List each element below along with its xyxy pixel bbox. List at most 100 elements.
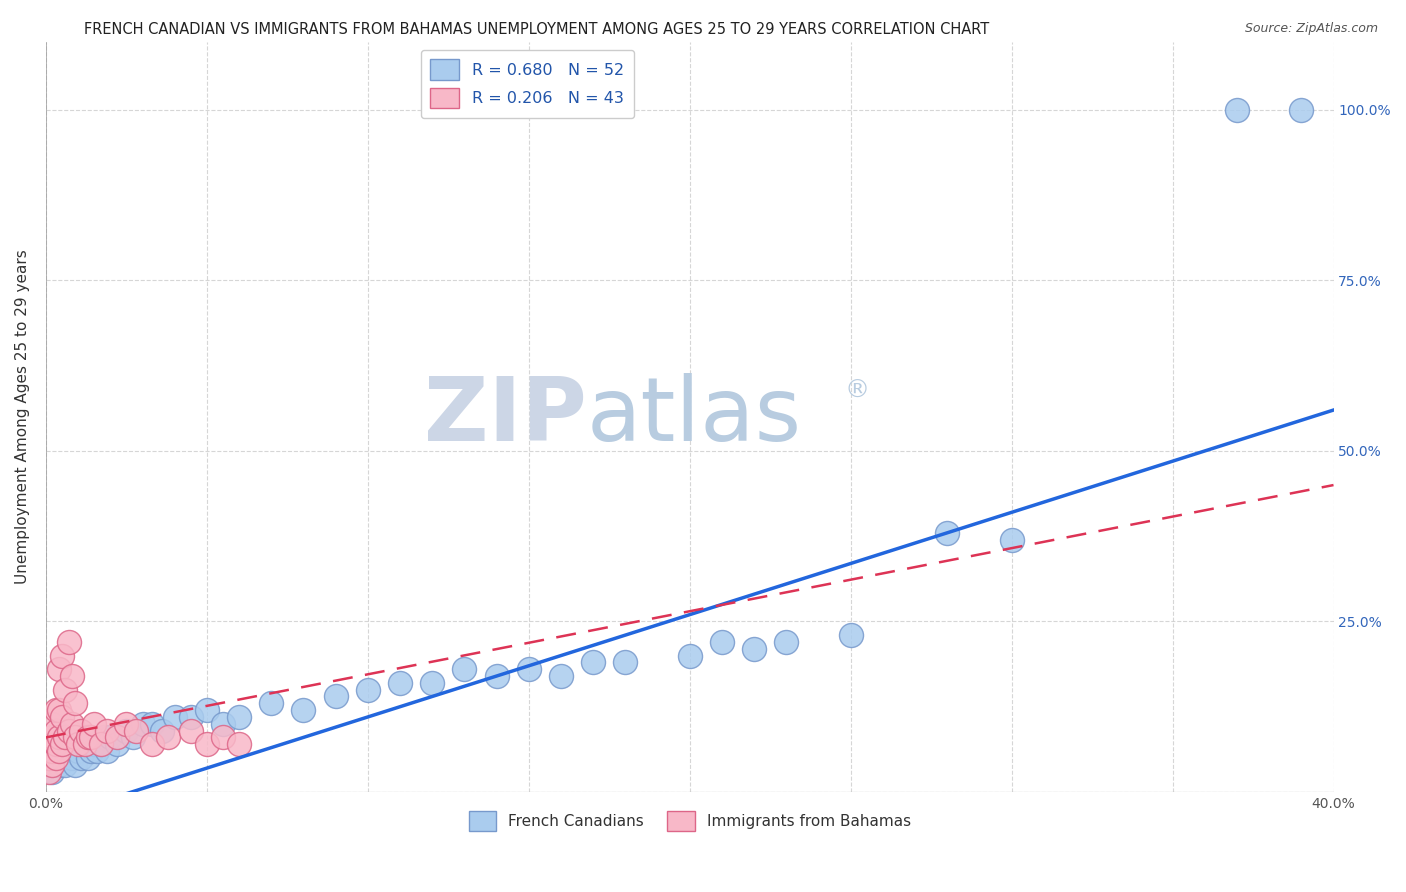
Point bbox=[325, 690, 347, 704]
Point bbox=[67, 737, 90, 751]
Y-axis label: Unemployment Among Ages 25 to 29 years: Unemployment Among Ages 25 to 29 years bbox=[15, 250, 30, 584]
Point bbox=[141, 737, 163, 751]
Point bbox=[73, 737, 96, 751]
Point bbox=[53, 731, 76, 745]
Point bbox=[51, 648, 73, 663]
Point bbox=[38, 737, 60, 751]
Point bbox=[228, 737, 250, 751]
Point bbox=[63, 731, 86, 745]
Point bbox=[93, 731, 115, 745]
Point bbox=[420, 676, 443, 690]
Point bbox=[41, 764, 63, 779]
Point bbox=[48, 662, 70, 676]
Point bbox=[86, 744, 108, 758]
Point bbox=[195, 737, 218, 751]
Point bbox=[485, 669, 508, 683]
Point bbox=[212, 731, 235, 745]
Point bbox=[357, 682, 380, 697]
Point bbox=[70, 751, 93, 765]
Point bbox=[41, 716, 63, 731]
Point bbox=[157, 731, 180, 745]
Point bbox=[48, 703, 70, 717]
Point bbox=[742, 641, 765, 656]
Point bbox=[150, 723, 173, 738]
Point bbox=[51, 751, 73, 765]
Point bbox=[90, 737, 112, 751]
Point bbox=[292, 703, 315, 717]
Point bbox=[550, 669, 572, 683]
Point bbox=[63, 757, 86, 772]
Text: ®: ® bbox=[844, 378, 869, 402]
Point bbox=[83, 737, 105, 751]
Point bbox=[389, 676, 412, 690]
Point bbox=[58, 723, 80, 738]
Point bbox=[58, 744, 80, 758]
Point bbox=[41, 731, 63, 745]
Point bbox=[180, 723, 202, 738]
Point bbox=[195, 703, 218, 717]
Point bbox=[41, 757, 63, 772]
Point bbox=[80, 744, 103, 758]
Point bbox=[51, 710, 73, 724]
Point bbox=[60, 669, 83, 683]
Text: FRENCH CANADIAN VS IMMIGRANTS FROM BAHAMAS UNEMPLOYMENT AMONG AGES 25 TO 29 YEAR: FRENCH CANADIAN VS IMMIGRANTS FROM BAHAM… bbox=[84, 22, 990, 37]
Point bbox=[45, 751, 67, 765]
Text: Source: ZipAtlas.com: Source: ZipAtlas.com bbox=[1244, 22, 1378, 36]
Point bbox=[45, 751, 67, 765]
Point bbox=[260, 696, 283, 710]
Point bbox=[38, 757, 60, 772]
Point bbox=[936, 525, 959, 540]
Point bbox=[51, 737, 73, 751]
Point bbox=[45, 703, 67, 717]
Point bbox=[180, 710, 202, 724]
Point bbox=[96, 723, 118, 738]
Point bbox=[122, 731, 145, 745]
Point bbox=[839, 628, 862, 642]
Point bbox=[90, 737, 112, 751]
Point bbox=[517, 662, 540, 676]
Point bbox=[614, 656, 637, 670]
Point bbox=[48, 731, 70, 745]
Point bbox=[53, 682, 76, 697]
Point bbox=[1226, 103, 1249, 117]
Point bbox=[38, 751, 60, 765]
Point bbox=[41, 744, 63, 758]
Point bbox=[83, 716, 105, 731]
Point bbox=[1291, 103, 1313, 117]
Point bbox=[73, 737, 96, 751]
Legend: French Canadians, Immigrants from Bahamas: French Canadians, Immigrants from Bahama… bbox=[463, 805, 917, 837]
Point bbox=[115, 723, 138, 738]
Point bbox=[48, 757, 70, 772]
Point bbox=[105, 737, 128, 751]
Point bbox=[679, 648, 702, 663]
Point bbox=[58, 635, 80, 649]
Text: atlas: atlas bbox=[586, 374, 801, 460]
Point bbox=[141, 716, 163, 731]
Point bbox=[53, 757, 76, 772]
Point bbox=[76, 731, 98, 745]
Point bbox=[98, 731, 121, 745]
Point bbox=[105, 731, 128, 745]
Point bbox=[80, 731, 103, 745]
Point bbox=[775, 635, 797, 649]
Point bbox=[710, 635, 733, 649]
Point bbox=[131, 716, 153, 731]
Point bbox=[67, 744, 90, 758]
Point bbox=[38, 764, 60, 779]
Point bbox=[70, 723, 93, 738]
Point bbox=[582, 656, 605, 670]
Point bbox=[60, 716, 83, 731]
Point bbox=[48, 744, 70, 758]
Text: ZIP: ZIP bbox=[425, 374, 586, 460]
Point bbox=[453, 662, 475, 676]
Point bbox=[115, 716, 138, 731]
Point bbox=[76, 751, 98, 765]
Point bbox=[125, 723, 148, 738]
Point bbox=[228, 710, 250, 724]
Point bbox=[163, 710, 186, 724]
Point bbox=[45, 723, 67, 738]
Point bbox=[96, 744, 118, 758]
Point bbox=[45, 737, 67, 751]
Point bbox=[1001, 533, 1024, 547]
Point bbox=[212, 716, 235, 731]
